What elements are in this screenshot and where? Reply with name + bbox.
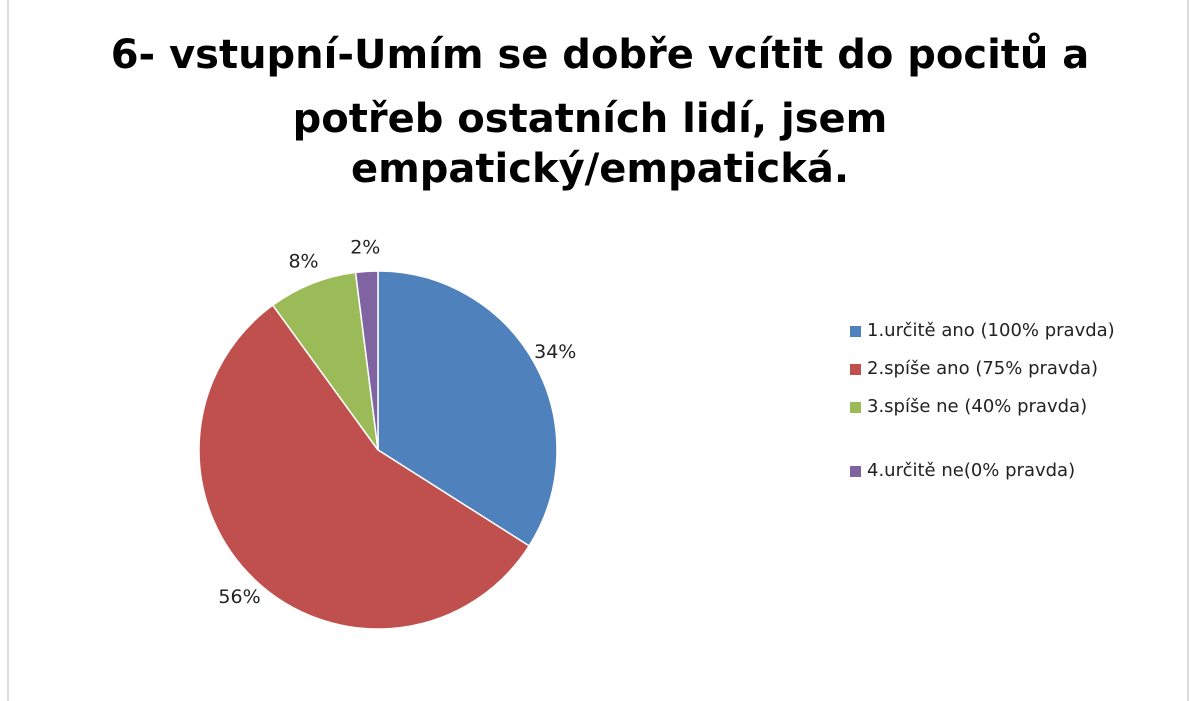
chart-title: potřeb ostatních lidí, jsem [293, 96, 888, 142]
legend-swatch [850, 402, 861, 413]
legend-swatch [850, 364, 861, 375]
legend-label: 4.určitě ne(0% pravda) [867, 460, 1076, 481]
pie-slice [271, 271, 379, 451]
legend-swatch [850, 466, 861, 477]
legend-label: 1.určitě ano (100% pravda) [867, 320, 1115, 341]
legend-item: 2.spíše ano (75% pravda) [850, 356, 1140, 382]
data-label: 8% [288, 250, 318, 272]
data-label: 56% [218, 586, 260, 608]
legend-item: 4.určitě ne(0% pravda) [850, 458, 1140, 484]
legend-label: 2.spíše ano (75% pravda) [867, 358, 1099, 379]
pie-slice [377, 270, 558, 547]
data-label: 2% [350, 237, 380, 259]
legend-item: 3.spíše ne (40% pravda) [850, 394, 1140, 420]
chart-frame [7, 0, 1189, 701]
legend-label: 3.spíše ne (40% pravda) [867, 396, 1088, 417]
legend-item: 1.určitě ano (100% pravda) [850, 318, 1140, 344]
chart-title: 6- vstupní-Umím se dobře vcítit do pocit… [111, 31, 1090, 78]
pie-slice [354, 270, 379, 451]
legend: 1.určitě ano (100% pravda) 2.spíše ano (7… [850, 318, 1140, 496]
legend-swatch [850, 326, 861, 337]
pie-slice [198, 304, 531, 630]
chart-title: empatický/empatická. [351, 146, 849, 192]
data-label: 34% [534, 341, 576, 363]
